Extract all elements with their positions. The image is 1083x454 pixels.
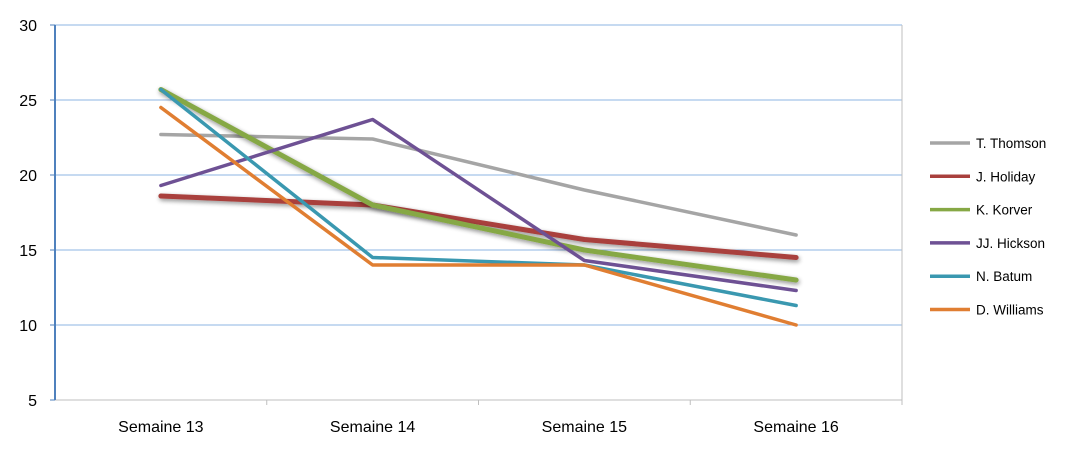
series-line-n-batum [159, 87, 798, 308]
legend-label: D. Williams [976, 303, 1044, 318]
y-tick-label: 25 [19, 93, 37, 110]
legend-label: T. Thomson [976, 136, 1046, 151]
series-line-d-williams [159, 105, 798, 327]
x-tick-label: Semaine 14 [330, 419, 415, 436]
legend-label: JJ. Hickson [976, 236, 1045, 251]
series-line-k-korver [158, 87, 799, 283]
x-tick-label: Semaine 16 [753, 419, 838, 436]
y-tick-label: 30 [19, 18, 37, 35]
y-tick-label: 5 [28, 393, 37, 410]
legend-label: J. Holiday [976, 169, 1036, 184]
x-tick-label: Semaine 13 [118, 419, 203, 436]
series-line-t-thomson [159, 132, 798, 237]
y-tick-label: 20 [19, 168, 37, 185]
y-tick-label: 15 [19, 243, 37, 260]
series-line-jj-hickson [159, 117, 798, 293]
legend-label: K. Korver [976, 203, 1033, 218]
legend-label: N. Batum [976, 269, 1032, 284]
x-tick-label: Semaine 15 [542, 419, 627, 436]
y-tick-label: 10 [19, 318, 37, 335]
series-line-j-holiday [158, 193, 799, 260]
